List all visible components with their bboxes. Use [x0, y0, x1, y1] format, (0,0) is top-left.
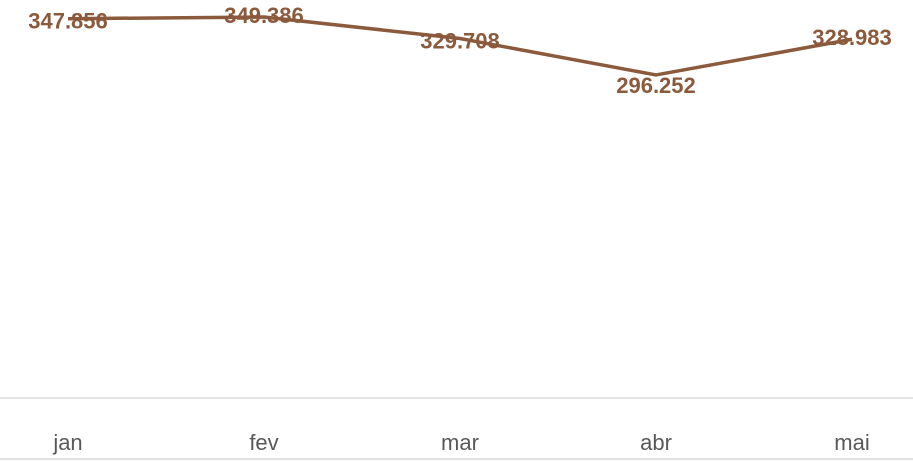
data-label: 328.983: [812, 25, 892, 50]
data-label: 296.252: [616, 73, 696, 98]
data-label: 329.708: [420, 28, 500, 53]
x-tick-label: abr: [640, 430, 672, 455]
x-tick-label: jan: [52, 430, 82, 455]
data-label: 349.386: [224, 3, 304, 28]
x-tick-label: mai: [834, 430, 869, 455]
line: [67, 15, 853, 77]
data-label: 347.856: [28, 9, 108, 34]
x-tick-label: fev: [249, 430, 278, 455]
x-tick-label: mar: [441, 430, 479, 455]
